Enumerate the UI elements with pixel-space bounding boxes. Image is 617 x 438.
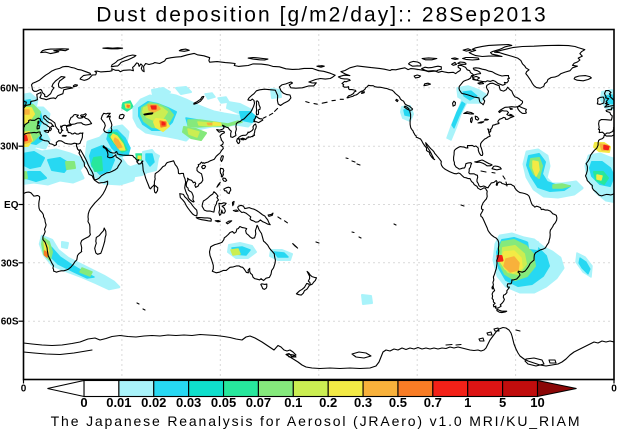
- svg-text:1: 1: [464, 395, 471, 410]
- svg-text:0.07: 0.07: [246, 395, 271, 410]
- svg-text:0: 0: [611, 384, 617, 395]
- svg-text:5: 5: [499, 395, 506, 410]
- svg-text:60N: 60N: [0, 83, 18, 94]
- svg-text:0.02: 0.02: [141, 395, 166, 410]
- svg-text:0.5: 0.5: [389, 395, 407, 410]
- svg-text:0.03: 0.03: [176, 395, 201, 410]
- svg-text:0.7: 0.7: [424, 395, 442, 410]
- svg-text:The Japanese Reanalysis for Ae: The Japanese Reanalysis for Aerosol (JRA…: [51, 413, 582, 429]
- svg-text:0.1: 0.1: [284, 395, 302, 410]
- svg-text:0.3: 0.3: [354, 395, 372, 410]
- svg-text:30S: 30S: [1, 258, 19, 269]
- svg-text:10: 10: [530, 395, 544, 410]
- svg-text:60S: 60S: [1, 317, 19, 328]
- svg-text:0: 0: [80, 395, 87, 410]
- svg-text:Dust deposition [g/m2/day]:: 2: Dust deposition [g/m2/day]:: 28Sep2013: [96, 4, 547, 27]
- svg-text:0: 0: [21, 384, 27, 395]
- svg-text:EQ: EQ: [4, 200, 19, 211]
- svg-text:0.05: 0.05: [211, 395, 236, 410]
- svg-text:0.01: 0.01: [106, 395, 131, 410]
- svg-text:0.2: 0.2: [319, 395, 337, 410]
- svg-text:30N: 30N: [0, 142, 18, 153]
